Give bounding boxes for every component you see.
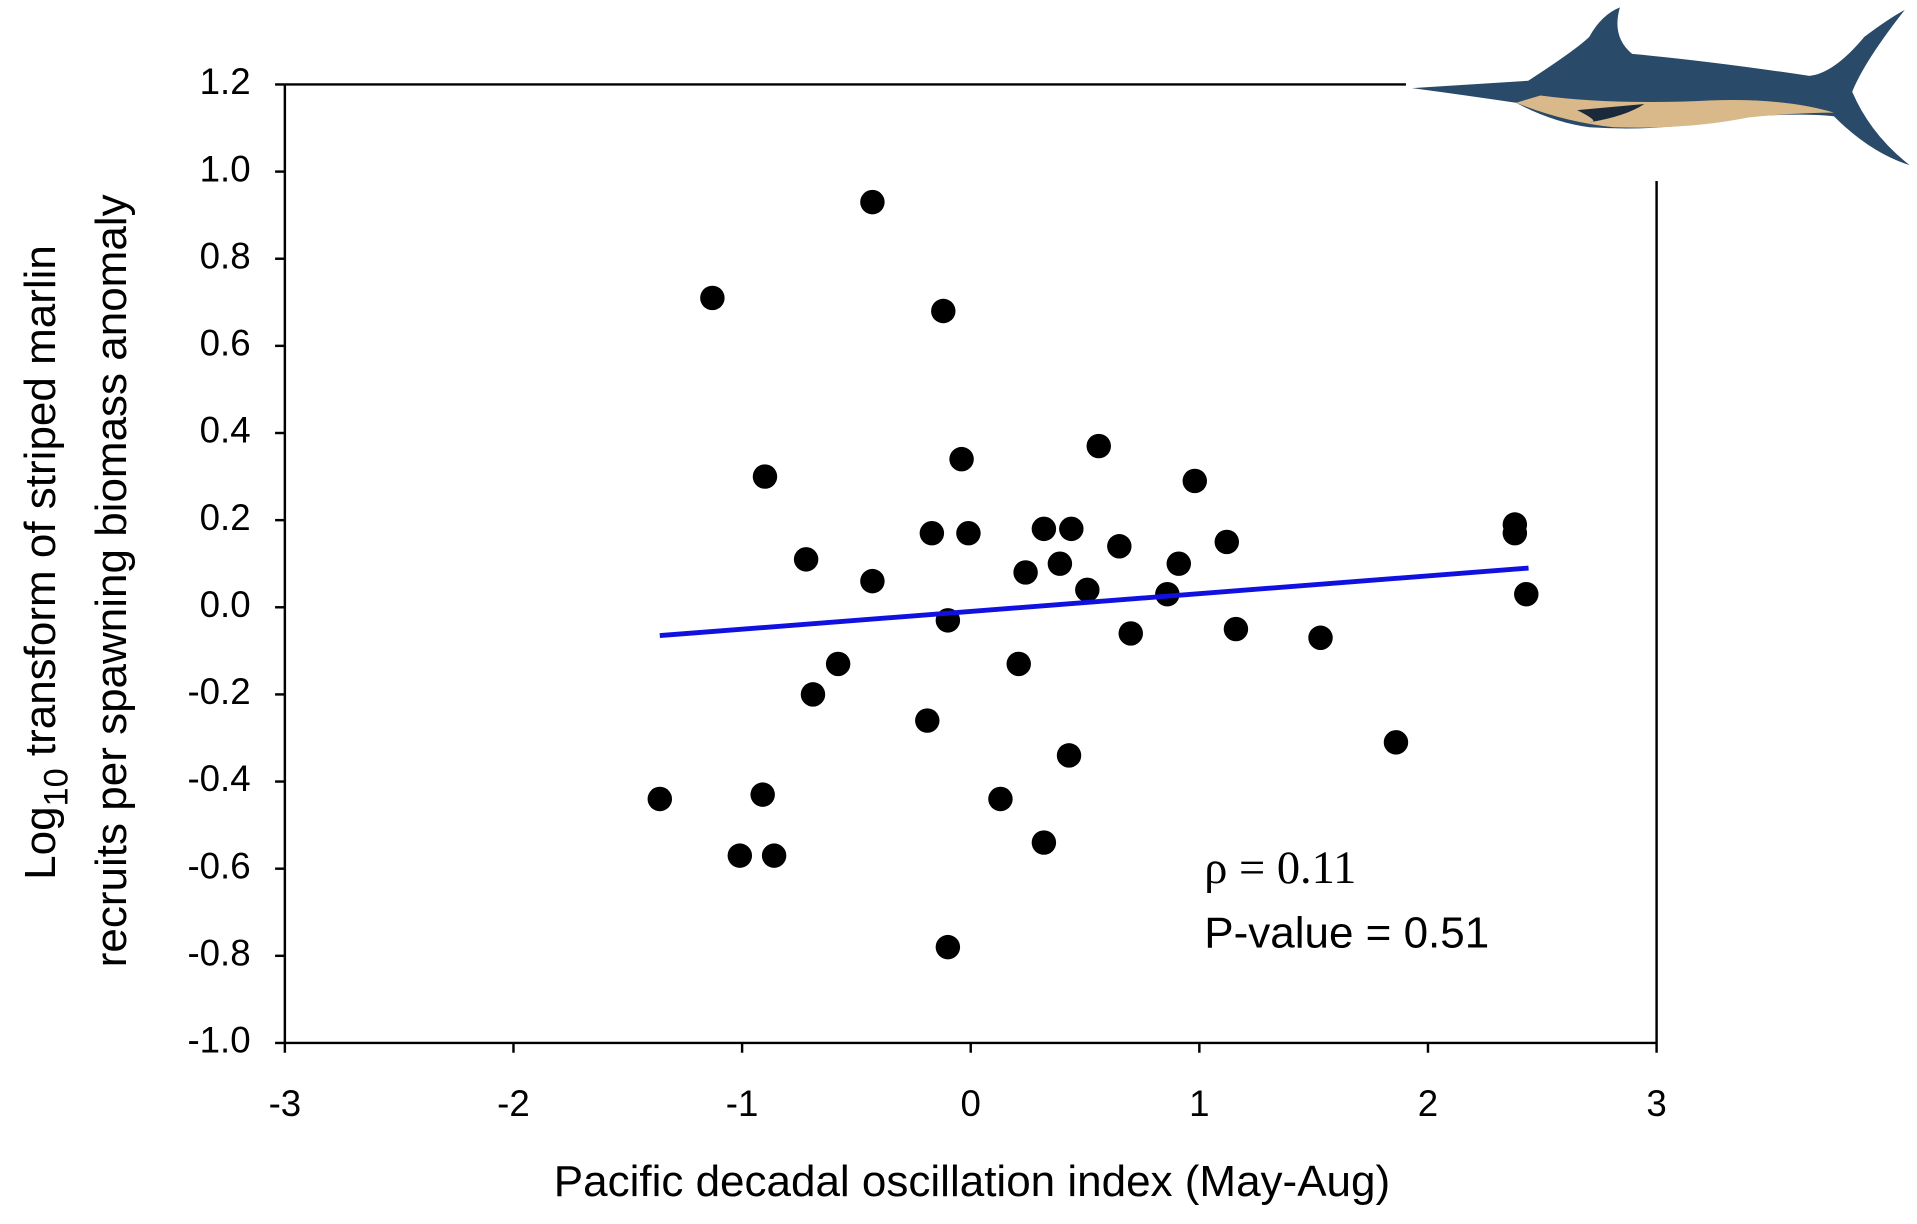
data-point: [1223, 616, 1249, 642]
data-point: [825, 651, 851, 677]
data-point: [949, 446, 974, 472]
data-point: [1502, 520, 1528, 546]
data-point: [700, 285, 725, 311]
y-label-rest: transform of striped marlin: [16, 245, 65, 756]
y-tick-label: -0.6: [187, 845, 250, 886]
x-tick-label: -3: [269, 1083, 302, 1124]
data-point: [915, 708, 940, 733]
x-tick-label: 2: [1418, 1083, 1438, 1124]
y-tick-label: 0.6: [200, 323, 251, 364]
data-point: [1047, 551, 1073, 576]
data-point: [1006, 651, 1031, 677]
data-point: [1383, 730, 1409, 755]
data-point: [1059, 516, 1084, 542]
data-point: [860, 189, 885, 215]
x-tick-label: 1: [1189, 1083, 1209, 1124]
x-tick-label: 0: [961, 1083, 981, 1124]
data-point: [1107, 534, 1132, 559]
y-tick-label: -0.2: [187, 671, 250, 712]
x-tick-label: -2: [497, 1083, 530, 1124]
x-axis-label: Pacific decadal oscillation index (May-A…: [554, 1157, 1390, 1206]
data-point: [1308, 625, 1333, 650]
y-tick-label: 0.0: [200, 584, 251, 625]
data-point: [860, 568, 885, 594]
data-point: [1514, 581, 1539, 607]
annotation-pvalue: P-value = 0.51: [1204, 909, 1489, 958]
x-tick-label: 3: [1646, 1083, 1666, 1124]
data-point: [1182, 468, 1208, 494]
data-point: [1086, 433, 1111, 459]
data-point: [1056, 743, 1082, 768]
y-label-prefix: Log: [16, 806, 65, 879]
data-point: [956, 520, 981, 546]
y-tick-label: -1.0: [187, 1020, 250, 1061]
data-point: [931, 298, 956, 324]
data-point: [1118, 621, 1143, 646]
y-tick-label: 1.0: [200, 148, 251, 189]
y-tick-label: -0.8: [187, 933, 250, 974]
data-point: [752, 464, 778, 489]
y-axis-label-line2: recruits per spawning biomass anomaly: [87, 194, 136, 967]
data-point: [1013, 560, 1038, 585]
data-point: [793, 547, 819, 572]
data-point: [761, 843, 787, 868]
data-point: [919, 520, 945, 546]
y-axis-label: Log10 transform of striped marlin: [16, 245, 75, 880]
data-point: [647, 786, 673, 812]
data-point: [1166, 551, 1191, 576]
y-tick-label: 0.2: [200, 497, 251, 538]
annotation-rho: ρ = 0.11: [1204, 843, 1356, 894]
data-point: [1075, 577, 1100, 603]
y-label-subscript: 10: [37, 768, 75, 806]
data-point: [1031, 830, 1057, 855]
marlin-illustration: [1412, 7, 1910, 166]
data-point: [800, 682, 826, 707]
data-point: [727, 843, 753, 868]
y-tick-label: -0.4: [187, 758, 250, 799]
y-tick-label: 1.2: [200, 61, 251, 102]
x-tick-label: -1: [726, 1083, 759, 1124]
data-point: [935, 934, 961, 960]
data-point: [1031, 516, 1057, 542]
data-point: [988, 786, 1013, 812]
data-point: [750, 782, 775, 807]
y-tick-label: 0.4: [200, 410, 251, 451]
data-point: [1214, 529, 1240, 555]
trend-line: [659, 565, 1529, 639]
y-tick-label: 0.8: [200, 235, 251, 276]
